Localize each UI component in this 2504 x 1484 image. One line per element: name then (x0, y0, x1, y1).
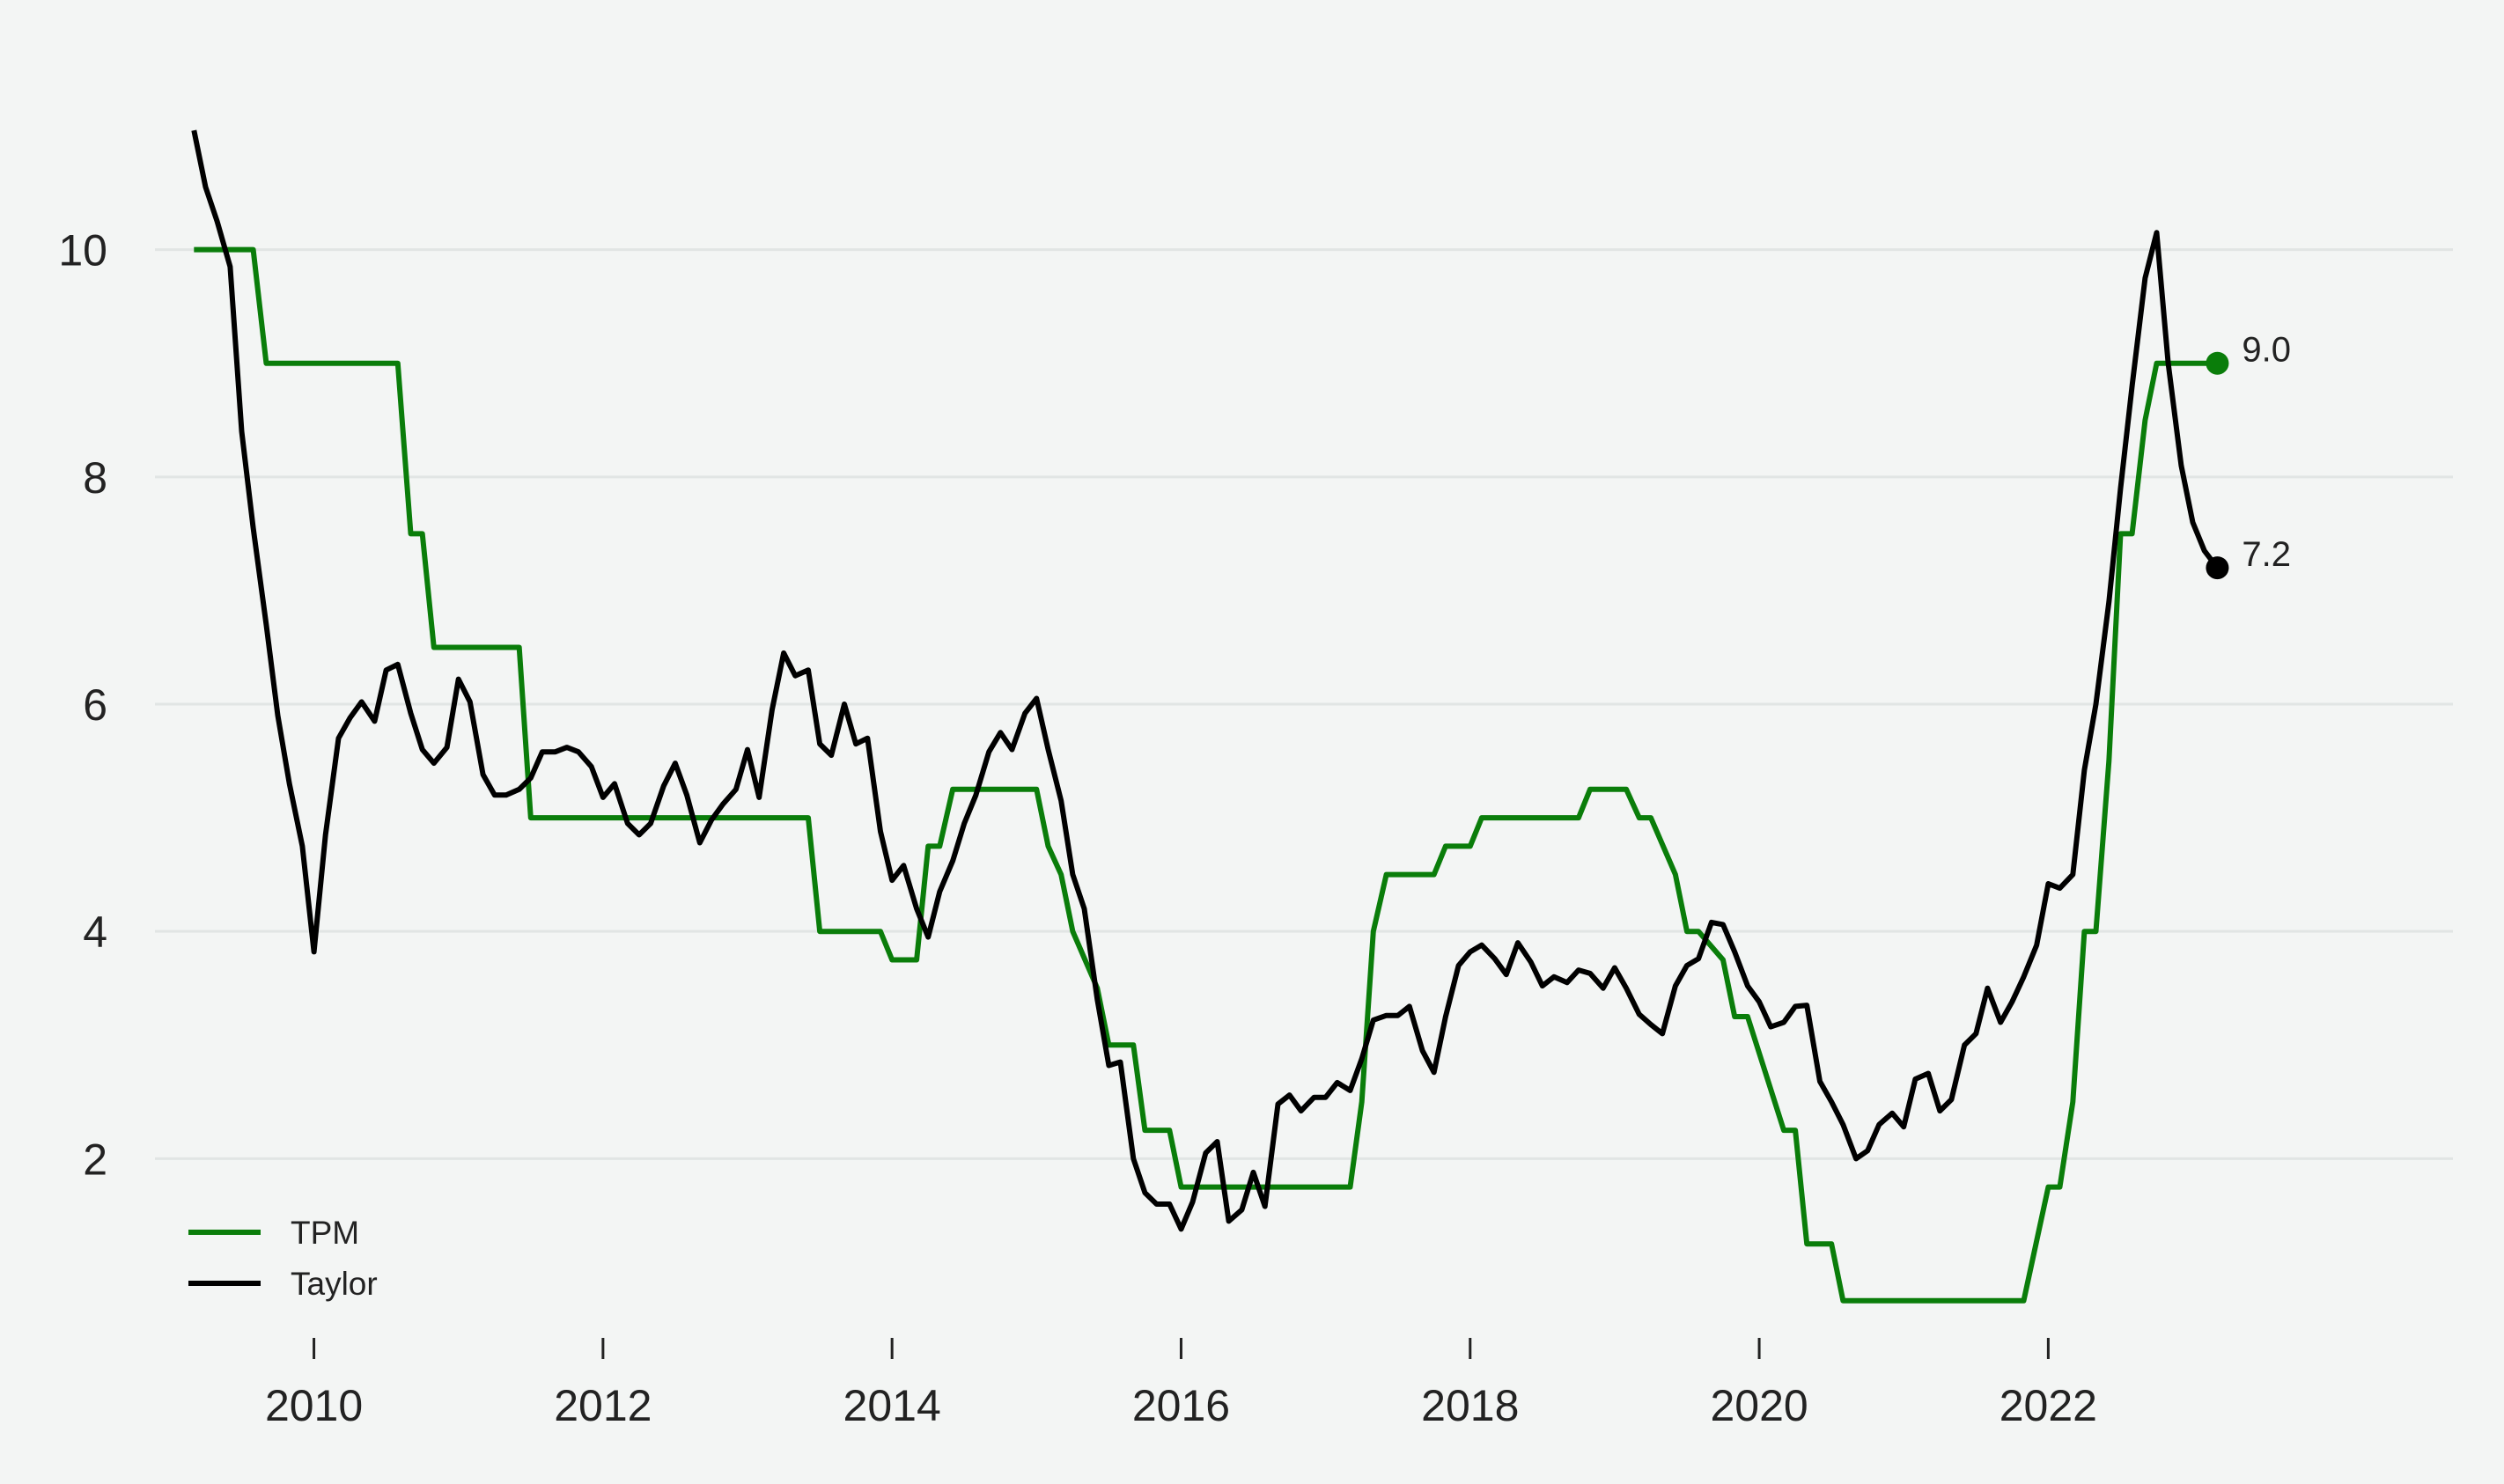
legend-label-taylor: Taylor (291, 1266, 378, 1302)
x-tick-label-2022: 2022 (2000, 1381, 2097, 1430)
y-tick-label-2: 2 (83, 1135, 107, 1184)
x-tick-label-2012: 2012 (554, 1381, 652, 1430)
series-layer (191, 129, 2220, 1304)
gridlines (155, 248, 2453, 1160)
y-tick-label-8: 8 (83, 453, 107, 503)
y-tick-label-6: 6 (83, 680, 107, 730)
legend-label-tpm: TPM (291, 1215, 359, 1251)
end-point-taylor (2206, 556, 2229, 580)
y-tick-label-10: 10 (58, 226, 107, 275)
x-tick-label-2010: 2010 (265, 1381, 363, 1430)
x-axis: 2010 2012 2014 2016 2018 2020 2022 (265, 1338, 2097, 1430)
end-label-taylor: 7.2 (2242, 535, 2291, 574)
y-axis: 2 4 6 8 10 (58, 226, 107, 1185)
x-tick-label-2014: 2014 (843, 1381, 941, 1430)
x-tick-label-2018: 2018 (1421, 1381, 1519, 1430)
series-line-tpm (194, 246, 2218, 1304)
series-line-taylor (191, 129, 2220, 1232)
y-tick-label-4: 4 (83, 907, 107, 957)
end-markers: 9.0 7.2 (2206, 331, 2291, 580)
end-point-tpm (2206, 351, 2229, 375)
end-label-tpm: 9.0 (2242, 331, 2291, 370)
legend: TPM Taylor (188, 1215, 378, 1302)
x-tick-label-2020: 2020 (1710, 1381, 1808, 1430)
x-tick-label-2016: 2016 (1132, 1381, 1230, 1430)
